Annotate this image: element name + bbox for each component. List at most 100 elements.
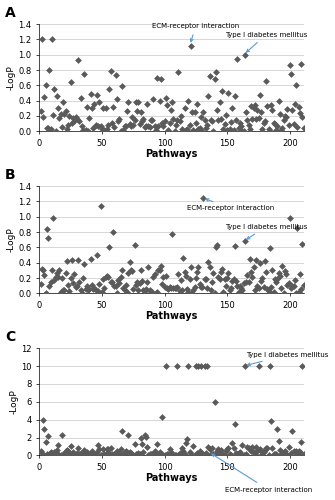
Point [170,98,175,106]
Point [295,123,300,131]
Point [47,282,52,290]
Point [270,106,275,114]
Point [172,451,177,459]
Point [186,98,191,106]
Point [177,449,182,457]
Point [257,445,263,453]
Point [74,282,80,290]
Point [285,105,290,113]
Point [211,450,216,458]
Point [226,444,231,452]
Point [172,284,177,292]
Point [146,263,151,271]
Point [62,286,67,294]
Point [88,450,93,458]
Point [117,449,122,457]
Point [201,108,206,116]
Point [136,286,141,294]
Point [111,228,116,236]
Point [161,274,166,281]
Point [275,275,280,283]
Point [50,451,56,459]
Point [157,448,162,456]
Point [258,450,264,458]
Point [131,122,136,130]
Point [231,275,236,283]
Point [41,416,46,424]
Point [211,127,216,135]
Point [106,445,111,453]
Point [251,104,256,112]
Point [48,448,53,456]
Point [301,280,306,288]
Point [262,118,268,126]
Point [156,266,161,274]
Text: B: B [5,168,15,182]
Point [233,277,239,285]
Point [46,124,51,132]
Point [292,276,297,284]
Point [53,273,58,281]
Point [262,257,268,265]
Point [67,452,72,460]
Point [46,234,51,242]
Point [281,116,286,124]
Point [281,289,286,297]
Point [92,284,97,292]
Point [80,274,86,281]
Point [126,98,131,106]
Point [246,444,251,452]
Point [151,450,156,458]
Text: ECM-receptor interaction: ECM-receptor interaction [187,198,274,211]
Point [55,104,61,112]
Point [84,282,89,290]
Point [212,290,217,298]
Point [233,116,239,124]
Point [59,274,65,282]
Point [103,273,109,281]
Point [141,114,146,122]
Point [236,448,241,456]
Point [217,450,222,458]
Point [234,450,240,458]
Point [163,272,169,280]
Point [54,92,60,100]
Point [208,116,214,124]
Point [132,116,137,124]
Point [278,450,284,458]
Point [79,288,84,296]
Point [164,101,170,109]
Point [58,110,63,118]
Point [60,450,66,458]
Point [132,241,137,249]
Point [216,445,221,453]
Point [248,446,254,454]
Point [143,285,148,293]
Point [70,114,76,122]
Point [196,362,201,370]
Point [232,92,238,100]
Point [54,446,60,454]
Point [92,450,97,458]
Point [301,124,306,132]
Point [168,450,174,458]
Point [87,114,92,122]
Point [153,289,158,297]
Point [129,451,135,459]
Point [68,442,73,450]
Point [180,444,185,452]
Point [144,278,150,286]
Point [39,450,45,458]
Point [95,122,101,130]
Point [195,450,200,458]
Point [52,276,57,284]
Point [131,452,136,460]
Point [247,124,253,132]
Point [223,282,229,290]
Point [271,450,276,458]
Point [134,108,140,116]
Point [170,448,175,456]
Point [64,125,70,133]
Point [139,276,145,284]
Point [133,98,138,106]
